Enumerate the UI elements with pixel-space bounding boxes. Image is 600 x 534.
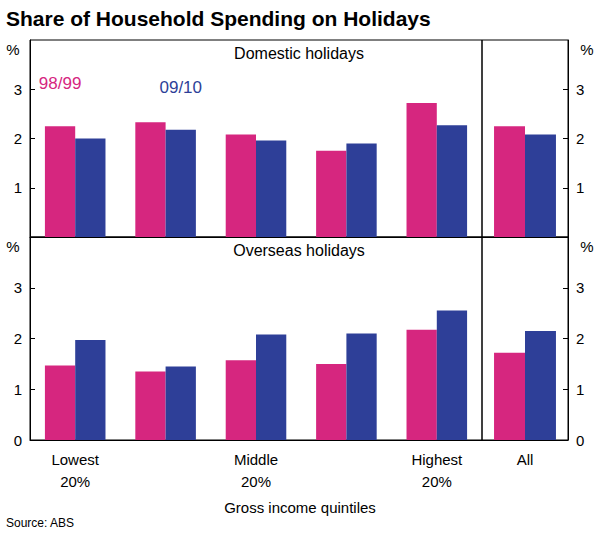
svg-text:1: 1	[14, 381, 22, 398]
svg-text:0: 0	[14, 432, 22, 449]
svg-text:%: %	[580, 41, 593, 58]
svg-text:3: 3	[576, 81, 584, 98]
svg-text:09/10: 09/10	[159, 78, 202, 97]
svg-text:Source: ABS: Source: ABS	[6, 516, 74, 530]
svg-text:20%: 20%	[241, 473, 271, 490]
svg-text:Share of Household Spending on: Share of Household Spending on Holidays	[6, 7, 431, 30]
svg-text:2: 2	[576, 330, 584, 347]
svg-text:1: 1	[14, 179, 22, 196]
svg-text:Lowest: Lowest	[51, 451, 99, 468]
svg-text:0: 0	[576, 432, 584, 449]
svg-text:20%: 20%	[422, 473, 452, 490]
svg-text:3: 3	[576, 279, 584, 296]
svg-text:3: 3	[14, 81, 22, 98]
svg-text:1: 1	[576, 179, 584, 196]
svg-text:%: %	[6, 41, 19, 58]
svg-text:%: %	[6, 238, 19, 255]
svg-text:2: 2	[14, 330, 22, 347]
svg-text:%: %	[580, 238, 593, 255]
svg-text:3: 3	[14, 279, 22, 296]
svg-text:All: All	[517, 451, 534, 468]
svg-text:Overseas holidays: Overseas holidays	[233, 242, 365, 259]
svg-text:Highest: Highest	[411, 451, 463, 468]
svg-text:Domestic holidays: Domestic holidays	[234, 45, 364, 62]
svg-text:Gross income quintiles: Gross income quintiles	[224, 499, 376, 516]
svg-text:2: 2	[576, 130, 584, 147]
svg-text:98/99: 98/99	[39, 74, 82, 93]
svg-text:1: 1	[576, 381, 584, 398]
svg-text:Middle: Middle	[234, 451, 278, 468]
svg-text:2: 2	[14, 130, 22, 147]
svg-text:20%: 20%	[60, 473, 90, 490]
